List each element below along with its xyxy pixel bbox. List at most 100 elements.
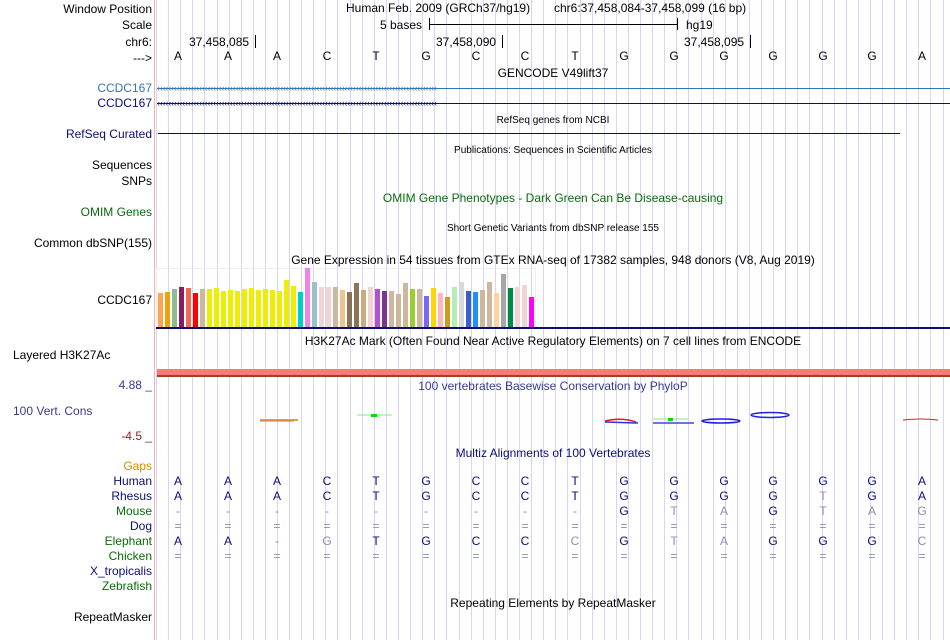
gencode-gene-label[interactable]: CCDC167 [97, 96, 152, 110]
publications-sequences-label[interactable]: Sequences [91, 158, 152, 172]
gtex-tissue-bar[interactable] [235, 291, 240, 327]
multiz-species-label[interactable]: Mouse [115, 504, 152, 518]
gtex-tissue-bar[interactable] [515, 287, 520, 327]
h3k27ac-track-label[interactable]: Layered H3K27Ac [13, 348, 111, 362]
multiz-gaps-label[interactable]: Gaps [123, 459, 152, 473]
gtex-tissue-bar[interactable] [179, 287, 184, 327]
multiz-species-label[interactable]: Rhesus [111, 489, 152, 503]
multiz-base: = [323, 519, 331, 533]
gtex-tissue-bar[interactable] [263, 289, 268, 327]
gtex-tissue-bar[interactable] [214, 288, 219, 327]
grid-line [640, 0, 641, 640]
gtex-tissue-bar[interactable] [284, 280, 289, 327]
gtex-tissue-bar[interactable] [445, 297, 450, 327]
sequence-base: A [223, 49, 232, 63]
gtex-tissue-bar[interactable] [242, 289, 247, 327]
multiz-base: G [768, 504, 778, 518]
gtex-tissue-bar[interactable] [487, 282, 492, 327]
multiz-base: G [619, 489, 629, 503]
gtex-tissue-bar[interactable] [193, 293, 198, 327]
gtex-tissue-bar[interactable] [361, 290, 366, 327]
multiz-species-label[interactable]: Elephant [104, 534, 152, 548]
sequence-base: G [421, 49, 431, 63]
phylop-track-label[interactable]: 100 Vert. Cons [13, 404, 93, 418]
grid-line [713, 0, 714, 640]
grid-line [604, 0, 605, 640]
publications-snps-label[interactable]: SNPs [121, 174, 152, 188]
gtex-tissue-bar[interactable] [326, 287, 331, 327]
gtex-tissue-bar[interactable] [424, 296, 429, 327]
gtex-tissue-bar[interactable] [221, 291, 226, 327]
gtex-tissue-bar[interactable] [396, 294, 401, 327]
gtex-tissue-bar[interactable] [340, 290, 345, 327]
gtex-tissue-bar[interactable] [431, 288, 436, 327]
multiz-species-label[interactable]: Human [113, 474, 152, 488]
gtex-tissue-bar[interactable] [256, 290, 261, 327]
gtex-tissue-bar[interactable] [368, 287, 373, 327]
gtex-tissue-bar[interactable] [172, 289, 177, 327]
gtex-tissue-bar[interactable] [165, 292, 170, 327]
gtex-tissue-bar[interactable] [277, 291, 282, 327]
multiz-species-label[interactable]: X_tropicalis [89, 564, 152, 578]
grid-line [737, 0, 738, 640]
gtex-tissue-bar[interactable] [452, 287, 457, 327]
gtex-tissue-bar[interactable] [291, 286, 296, 327]
gtex-tissue-bar[interactable] [501, 274, 506, 327]
repeatmasker-track-title: Repeating Elements by RepeatMasker [450, 596, 656, 610]
gtex-tissue-bar[interactable] [312, 282, 317, 327]
multiz-base: - [325, 504, 329, 518]
gtex-tissue-bar[interactable] [417, 289, 422, 327]
gtex-tissue-bar[interactable] [375, 289, 380, 327]
gtex-tissue-bar[interactable] [298, 292, 303, 327]
multiz-base: G [867, 534, 877, 548]
refseq-gene-feature[interactable] [158, 133, 900, 134]
grid-line [906, 0, 907, 640]
gtex-tissue-bar[interactable] [466, 291, 471, 327]
gtex-track-label[interactable]: CCDC167 [97, 293, 152, 307]
multiz-base: G [719, 489, 729, 503]
multiz-species-label[interactable]: Zebrafish [101, 579, 152, 593]
multiz-base: = [472, 549, 480, 563]
gtex-tissue-bar[interactable] [319, 287, 324, 327]
gtex-tissue-bar[interactable] [438, 293, 443, 327]
sequence-base: A [272, 49, 281, 63]
gtex-tissue-bar[interactable] [494, 293, 499, 327]
gtex-tissue-bar[interactable] [522, 285, 527, 327]
gtex-tissue-bar[interactable] [200, 289, 205, 327]
gtex-tissue-bar[interactable] [158, 293, 163, 327]
gtex-tissue-bar[interactable] [186, 288, 191, 327]
multiz-species-label[interactable]: Chicken [108, 549, 152, 563]
gtex-tissue-bar[interactable] [228, 290, 233, 327]
multiz-base: = [769, 549, 777, 563]
gtex-tissue-bar[interactable] [333, 287, 338, 327]
gtex-tissue-bar[interactable] [403, 283, 408, 327]
gtex-tissue-bar[interactable] [473, 292, 478, 327]
gencode-gene-label[interactable]: CCDC167 [97, 81, 152, 95]
phylop-signal[interactable] [156, 400, 950, 435]
gtex-tissue-bar[interactable] [410, 289, 415, 327]
refseq-track-label[interactable]: RefSeq Curated [65, 127, 152, 141]
gtex-tissue-bar[interactable] [270, 290, 275, 327]
grid-line [797, 0, 798, 640]
gtex-tissue-bar[interactable] [207, 289, 212, 327]
multiz-species-label[interactable]: Dog [129, 519, 152, 533]
multiz-base: = [819, 549, 827, 563]
multiz-base: G [818, 534, 828, 548]
repeatmasker-track-label[interactable]: RepeatMasker [73, 610, 152, 624]
gtex-tissue-bar[interactable] [249, 288, 254, 327]
gtex-tissue-bar[interactable] [389, 291, 394, 327]
gtex-tissue-bar[interactable] [354, 283, 359, 327]
dbsnp-track-label[interactable]: Common dbSNP(155) [33, 236, 152, 250]
gtex-bar-chart[interactable] [156, 268, 950, 330]
gtex-tissue-bar[interactable] [305, 268, 310, 327]
h3k27ac-signal[interactable] [157, 369, 950, 377]
omim-track-label[interactable]: OMIM Genes [80, 205, 152, 219]
gtex-tissue-bar[interactable] [459, 282, 464, 327]
gtex-tissue-bar[interactable] [480, 290, 485, 327]
gtex-tissue-bar[interactable] [382, 291, 387, 327]
gtex-tissue-bar[interactable] [508, 288, 513, 327]
gtex-tissue-bar[interactable] [529, 297, 534, 327]
omim-track-title: OMIM Gene Phenotypes - Dark Green Can Be… [382, 191, 724, 205]
gtex-tissue-bar[interactable] [347, 292, 352, 327]
